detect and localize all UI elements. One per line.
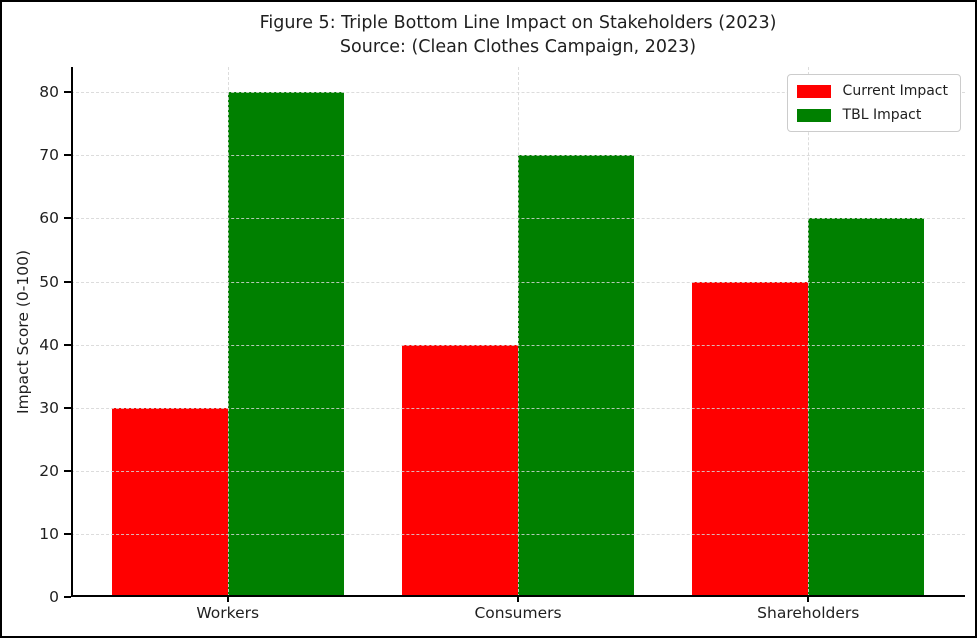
y-tick-label-0: 0 — [49, 588, 59, 606]
y-tick-10 — [64, 532, 71, 535]
y-tick-60 — [64, 217, 71, 220]
y-tick-0 — [64, 596, 71, 598]
x-tick-consumers — [517, 597, 519, 602]
y-axis-spine — [71, 67, 73, 597]
legend-item-tbl-impact: TBL Impact — [796, 107, 948, 123]
gridline-y-80 — [71, 92, 965, 94]
legend-item-current-impact: Current Impact — [796, 83, 948, 99]
y-tick-label-70: 70 — [39, 146, 59, 165]
x-tick-shareholders — [807, 597, 810, 602]
y-tick-label-40: 40 — [39, 335, 59, 354]
gridline-y-40 — [71, 344, 965, 346]
gridline-x-workers — [227, 67, 229, 597]
legend-label-current-impact: Current Impact — [842, 83, 948, 99]
chart-title: Figure 5: Triple Bottom Line Impact on S… — [259, 13, 777, 33]
x-tick-label-shareholders: Shareholders — [757, 604, 860, 622]
y-tick-70 — [64, 154, 71, 157]
y-tick-40 — [64, 343, 71, 346]
bar-tbl-impact-consumers — [518, 155, 635, 597]
x-tick-label-consumers: Consumers — [474, 604, 562, 622]
gridline-y-10 — [71, 533, 965, 535]
bar-current-impact-workers — [111, 407, 228, 597]
legend: Current Impact TBL Impact — [786, 74, 961, 132]
chart-subtitle: Source: (Clean Clothes Campaign, 2023) — [339, 37, 697, 57]
gridline-y-70 — [71, 155, 965, 157]
y-tick-50 — [64, 280, 71, 283]
gridline-y-60 — [71, 218, 965, 220]
gridline-x-shareholders — [808, 67, 810, 597]
chart-title-block: Figure 5: Triple Bottom Line Impact on S… — [71, 11, 965, 59]
y-tick-80 — [64, 91, 71, 94]
y-tick-20 — [64, 469, 71, 472]
y-tick-label-80: 80 — [39, 83, 59, 102]
gridline-y-30 — [71, 407, 965, 409]
gridline-y-50 — [71, 281, 965, 283]
y-tick-30 — [64, 406, 71, 409]
gridline-x-consumers — [518, 67, 519, 597]
plot-area: Current Impact TBL Impact Workers Consumer… — [39, 67, 965, 622]
legend-swatch-tbl-impact — [796, 108, 831, 122]
bar-current-impact-shareholders — [692, 281, 809, 597]
x-tick-workers — [226, 597, 229, 602]
y-tick-label-10: 10 — [39, 524, 59, 543]
legend-swatch-current-impact — [796, 84, 831, 98]
gridline-y-20 — [71, 470, 965, 472]
legend-label-tbl-impact: TBL Impact — [842, 107, 922, 123]
y-tick-label-20: 20 — [39, 461, 59, 480]
y-tick-label-60: 60 — [39, 209, 59, 228]
x-tick-label-workers: Workers — [196, 604, 260, 622]
x-axis-spine — [71, 595, 965, 597]
y-tick-label-50: 50 — [39, 272, 59, 291]
y-tick-label-30: 30 — [39, 398, 59, 417]
